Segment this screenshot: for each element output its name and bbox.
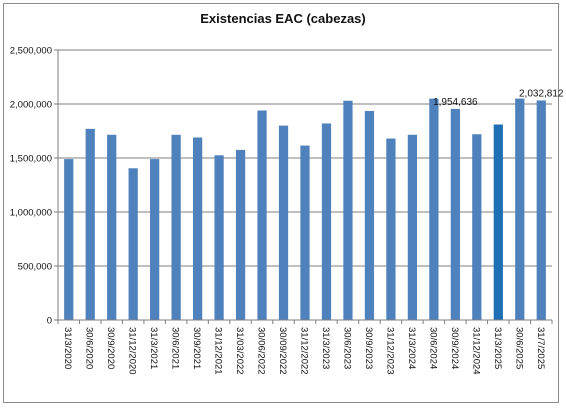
bar: [386, 138, 396, 320]
x-tick-label: 31/12/2024: [470, 327, 481, 375]
bar: [321, 123, 332, 320]
bar: [515, 98, 525, 320]
bar: [214, 155, 224, 320]
x-tick-label: 30/6/2021: [170, 327, 181, 369]
y-tick-label: 2,500,000: [10, 46, 52, 57]
bar: [235, 149, 246, 320]
x-tick-label: 30/06/2022: [256, 327, 267, 375]
x-tick-label: 31/3/2023: [320, 327, 331, 369]
x-tick-label: 31/3/2021: [148, 327, 159, 369]
data-label: 2,032,812: [519, 88, 564, 99]
x-tick-label: 31/03/2022: [234, 327, 245, 375]
bar: [450, 108, 460, 320]
bar: [171, 134, 181, 320]
data-labels: 1,954,636 2,032,812: [433, 88, 564, 107]
bar: [64, 159, 74, 320]
chart-title: Existencias EAC (cabezas): [200, 11, 366, 26]
x-axis: 31/3/2020 30/6/2020 30/9/2020 31/12/2020 31/…: [57, 319, 553, 375]
x-tick-label: 31/3/2024: [406, 327, 417, 369]
x-tick-label: 30/6/2023: [341, 327, 352, 369]
bar: [192, 137, 203, 320]
bar: [536, 100, 546, 321]
y-tick-label: 0: [47, 316, 52, 327]
y-tick-label: 500,000: [18, 262, 52, 273]
bar: [85, 128, 95, 320]
x-tick-label: 30/6/2024: [427, 327, 438, 369]
bar: [150, 159, 160, 320]
bar: [343, 100, 353, 320]
x-tick-label: 31/3/2020: [62, 327, 73, 369]
data-label: 1,954,636: [433, 97, 478, 108]
bar: [407, 134, 418, 320]
bar: [257, 110, 267, 320]
bar: [429, 98, 439, 320]
x-tick-label: 30/09/2022: [277, 327, 288, 375]
bar: [278, 125, 289, 320]
x-tick-label: 31/12/2021: [213, 327, 224, 375]
x-tick-label: 31/3/2025: [492, 327, 503, 369]
bar: [364, 111, 375, 321]
y-tick-label: 1,500,000: [10, 154, 52, 165]
y-tick-label: 1,000,000: [10, 208, 52, 219]
x-tick-label: 31/7/2025: [535, 327, 546, 369]
bar: [493, 124, 503, 321]
x-tick-label: 31/12/2023: [384, 327, 395, 375]
x-tick-label: 31/12/2022: [299, 327, 310, 375]
y-tick-label: 2,000,000: [10, 100, 52, 111]
x-tick-label: 31/12/2020: [127, 327, 138, 375]
y-axis: 0 500,000 1,000,000 1,500,000 2,000,000 2,500…: [10, 46, 59, 327]
x-tick-label: 30/9/2023: [363, 327, 374, 369]
x-tick-label: 30/9/2021: [191, 327, 202, 369]
bar: [472, 134, 482, 320]
bar: [128, 168, 138, 320]
x-tick-label: 30/9/2020: [105, 327, 116, 369]
bars: [64, 98, 546, 321]
bar: [107, 134, 117, 320]
x-tick-label: 30/6/2025: [513, 327, 524, 369]
bar: [300, 145, 310, 320]
x-tick-label: 30/9/2024: [449, 327, 460, 369]
x-tick-label: 30/6/2020: [84, 327, 95, 369]
